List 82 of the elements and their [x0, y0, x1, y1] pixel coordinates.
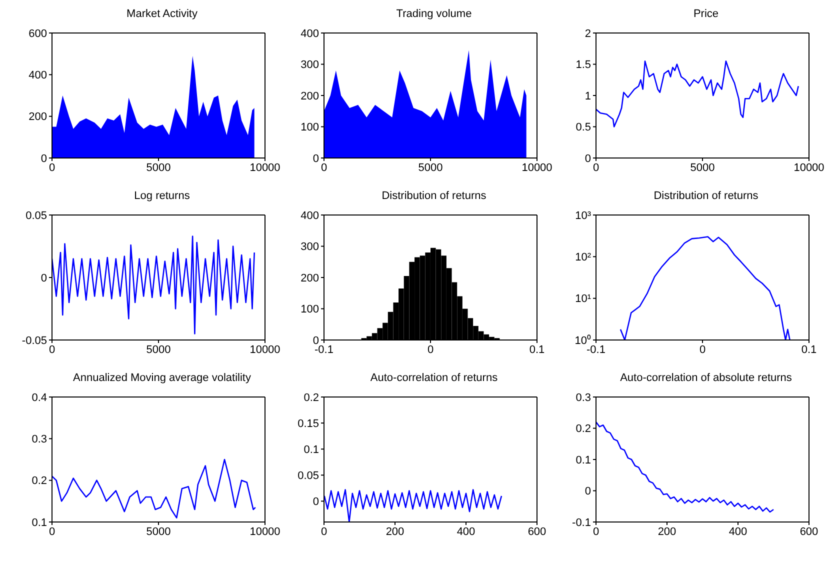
y-tick-label: -0.05 [22, 334, 47, 347]
y-tick-label: 0.15 [298, 418, 319, 430]
x-tick-label: 0 [592, 526, 600, 538]
y-tick-label: 400 [300, 210, 319, 222]
y-tick-label: 0.3 [32, 434, 47, 446]
x-tick-label: 0 [592, 162, 600, 174]
x-tick-label: 0 [48, 344, 56, 356]
y-tick-label: -0.1 [572, 516, 591, 529]
x-tick-label: 10000 [522, 162, 552, 174]
x-tick-label: 0 [699, 344, 706, 356]
y-tick-label: 200 [300, 272, 319, 284]
y-tick-label: 0 [584, 152, 591, 165]
x-tick-label: 0.1 [801, 344, 817, 356]
y-tick-label: 200 [300, 90, 319, 102]
y-tick-label: 0 [584, 486, 591, 498]
x-tick-label: 400 [456, 526, 476, 538]
y-tick-label: 0 [312, 152, 319, 165]
y-tick-label: 100 [300, 122, 319, 134]
y-tick-label: 0.05 [26, 210, 47, 222]
y-tick-label: 600 [28, 28, 47, 40]
y-tick-label: 0 [40, 152, 47, 165]
y-tick-label: 10¹ [575, 293, 592, 306]
chart-title: Annualized Moving average volatility [72, 372, 252, 386]
y-tick-label: 400 [28, 70, 47, 82]
x-tick-label: 0.1 [529, 344, 545, 356]
x-tick-label: 0 [320, 162, 328, 174]
y-tick-label: 0.3 [576, 392, 591, 404]
chart-title: Auto-correlation of absolute returns [619, 372, 793, 386]
y-tick-label: 10² [575, 252, 592, 264]
line-series [620, 236, 790, 340]
x-tick-label: 5000 [146, 344, 171, 356]
line-series [596, 60, 799, 128]
x-tick-label: 0 [320, 526, 328, 538]
y-tick-label: 300 [300, 241, 319, 254]
x-tick-label: 5000 [690, 162, 715, 174]
x-tick-label: 0 [427, 344, 434, 356]
line-series [596, 421, 774, 513]
y-tick-label: 0.2 [576, 423, 591, 436]
y-tick-label: 0.1 [304, 444, 319, 456]
y-tick-label: 0.2 [32, 475, 47, 488]
x-tick-label: 5000 [418, 162, 443, 174]
y-tick-label: 0.05 [298, 470, 319, 482]
y-tick-label: 200 [28, 111, 47, 124]
y-tick-label: 1 [584, 90, 591, 102]
x-tick-label: 10000 [794, 162, 824, 174]
x-tick-label: 5000 [146, 162, 171, 174]
chart-title: Market Activity [126, 8, 198, 22]
y-tick-label: 0.1 [576, 454, 591, 466]
x-tick-label: 600 [528, 526, 546, 538]
chart-title: Distribution of returns [652, 190, 760, 204]
x-tick-label: 400 [728, 526, 748, 538]
y-tick-label: 2 [584, 28, 591, 40]
y-tick-label: 400 [300, 28, 319, 40]
x-tick-label: 0 [48, 526, 56, 538]
y-tick-label: 0 [312, 334, 319, 347]
y-tick-label: 0 [40, 272, 47, 284]
line-series [52, 236, 255, 334]
y-tick-label: 100 [300, 304, 319, 316]
x-tick-label: 5000 [146, 526, 171, 538]
chart-title: Trading volume [395, 8, 473, 22]
y-tick-label: 1.5 [576, 59, 591, 72]
y-tick-label: 10⁰ [574, 334, 591, 347]
chart-title: Distribution of returns [380, 190, 488, 204]
x-tick-label: 10000 [250, 526, 280, 538]
x-tick-label: 0 [48, 162, 56, 174]
y-tick-label: 10³ [575, 210, 592, 222]
y-tick-label: 0.1 [32, 516, 47, 529]
y-tick-label: 0.5 [576, 122, 591, 134]
y-tick-label: 0.4 [32, 392, 47, 404]
line-series [324, 489, 502, 522]
x-tick-label: 10000 [250, 344, 280, 356]
chart-title: Price [692, 8, 720, 22]
chart-title: Auto-correlation of returns [369, 372, 499, 386]
x-tick-label: 200 [386, 526, 404, 538]
x-tick-label: 10000 [250, 162, 280, 174]
chart-title: Log returns [133, 190, 191, 204]
y-tick-label: 0.2 [304, 392, 319, 404]
y-tick-label: 0 [312, 496, 319, 508]
x-tick-label: 600 [800, 526, 818, 538]
x-tick-label: 200 [658, 526, 676, 538]
y-tick-label: 300 [300, 59, 319, 72]
line-series [52, 458, 256, 518]
